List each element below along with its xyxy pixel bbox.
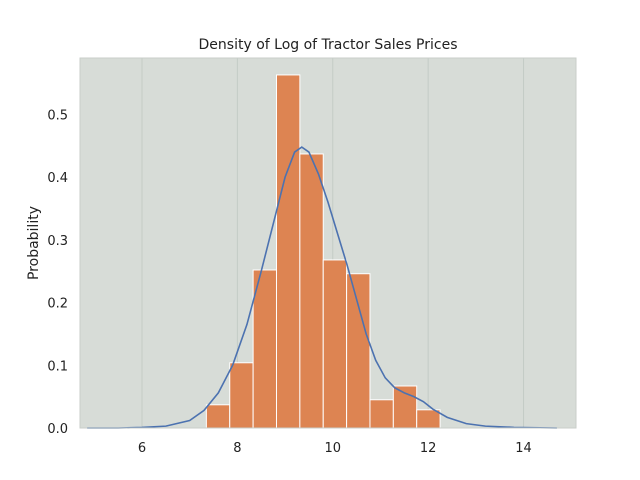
- density-curve: [87, 146, 557, 429]
- histogram-bar: [205, 404, 231, 429]
- histogram-bar: [275, 74, 301, 429]
- y-axis-label: Probability: [26, 206, 42, 280]
- y-tick-label: 0.5: [47, 108, 68, 123]
- y-tick-label: 0.2: [47, 297, 68, 312]
- histogram-bar: [416, 409, 441, 429]
- x-tick-label: 12: [420, 441, 437, 456]
- y-tick-label: 0.3: [47, 234, 68, 249]
- x-tick-label: 6: [138, 441, 146, 456]
- histogram-bar: [229, 362, 254, 429]
- y-tick-label: 0.1: [47, 359, 68, 374]
- x-tick-label: 8: [233, 441, 241, 456]
- histogram-bar: [322, 259, 348, 429]
- histogram-bar: [369, 399, 394, 429]
- x-axis: 6 8 10 12 14: [138, 441, 532, 456]
- chart-title: Density of Log of Tractor Sales Prices: [199, 37, 458, 53]
- x-tick-label: 14: [515, 441, 532, 456]
- histogram-bar: [252, 269, 277, 429]
- y-axis: 0.0 0.1 0.2 0.3 0.4 0.5: [47, 108, 68, 437]
- histogram-bar: [299, 153, 324, 429]
- y-tick-label: 0.0: [47, 422, 68, 437]
- histogram-bar: [392, 385, 418, 429]
- x-tick-label: 10: [324, 441, 341, 456]
- plot-frame: [79, 57, 577, 429]
- y-tick-label: 0.4: [47, 171, 68, 186]
- histogram-bar: [346, 273, 371, 429]
